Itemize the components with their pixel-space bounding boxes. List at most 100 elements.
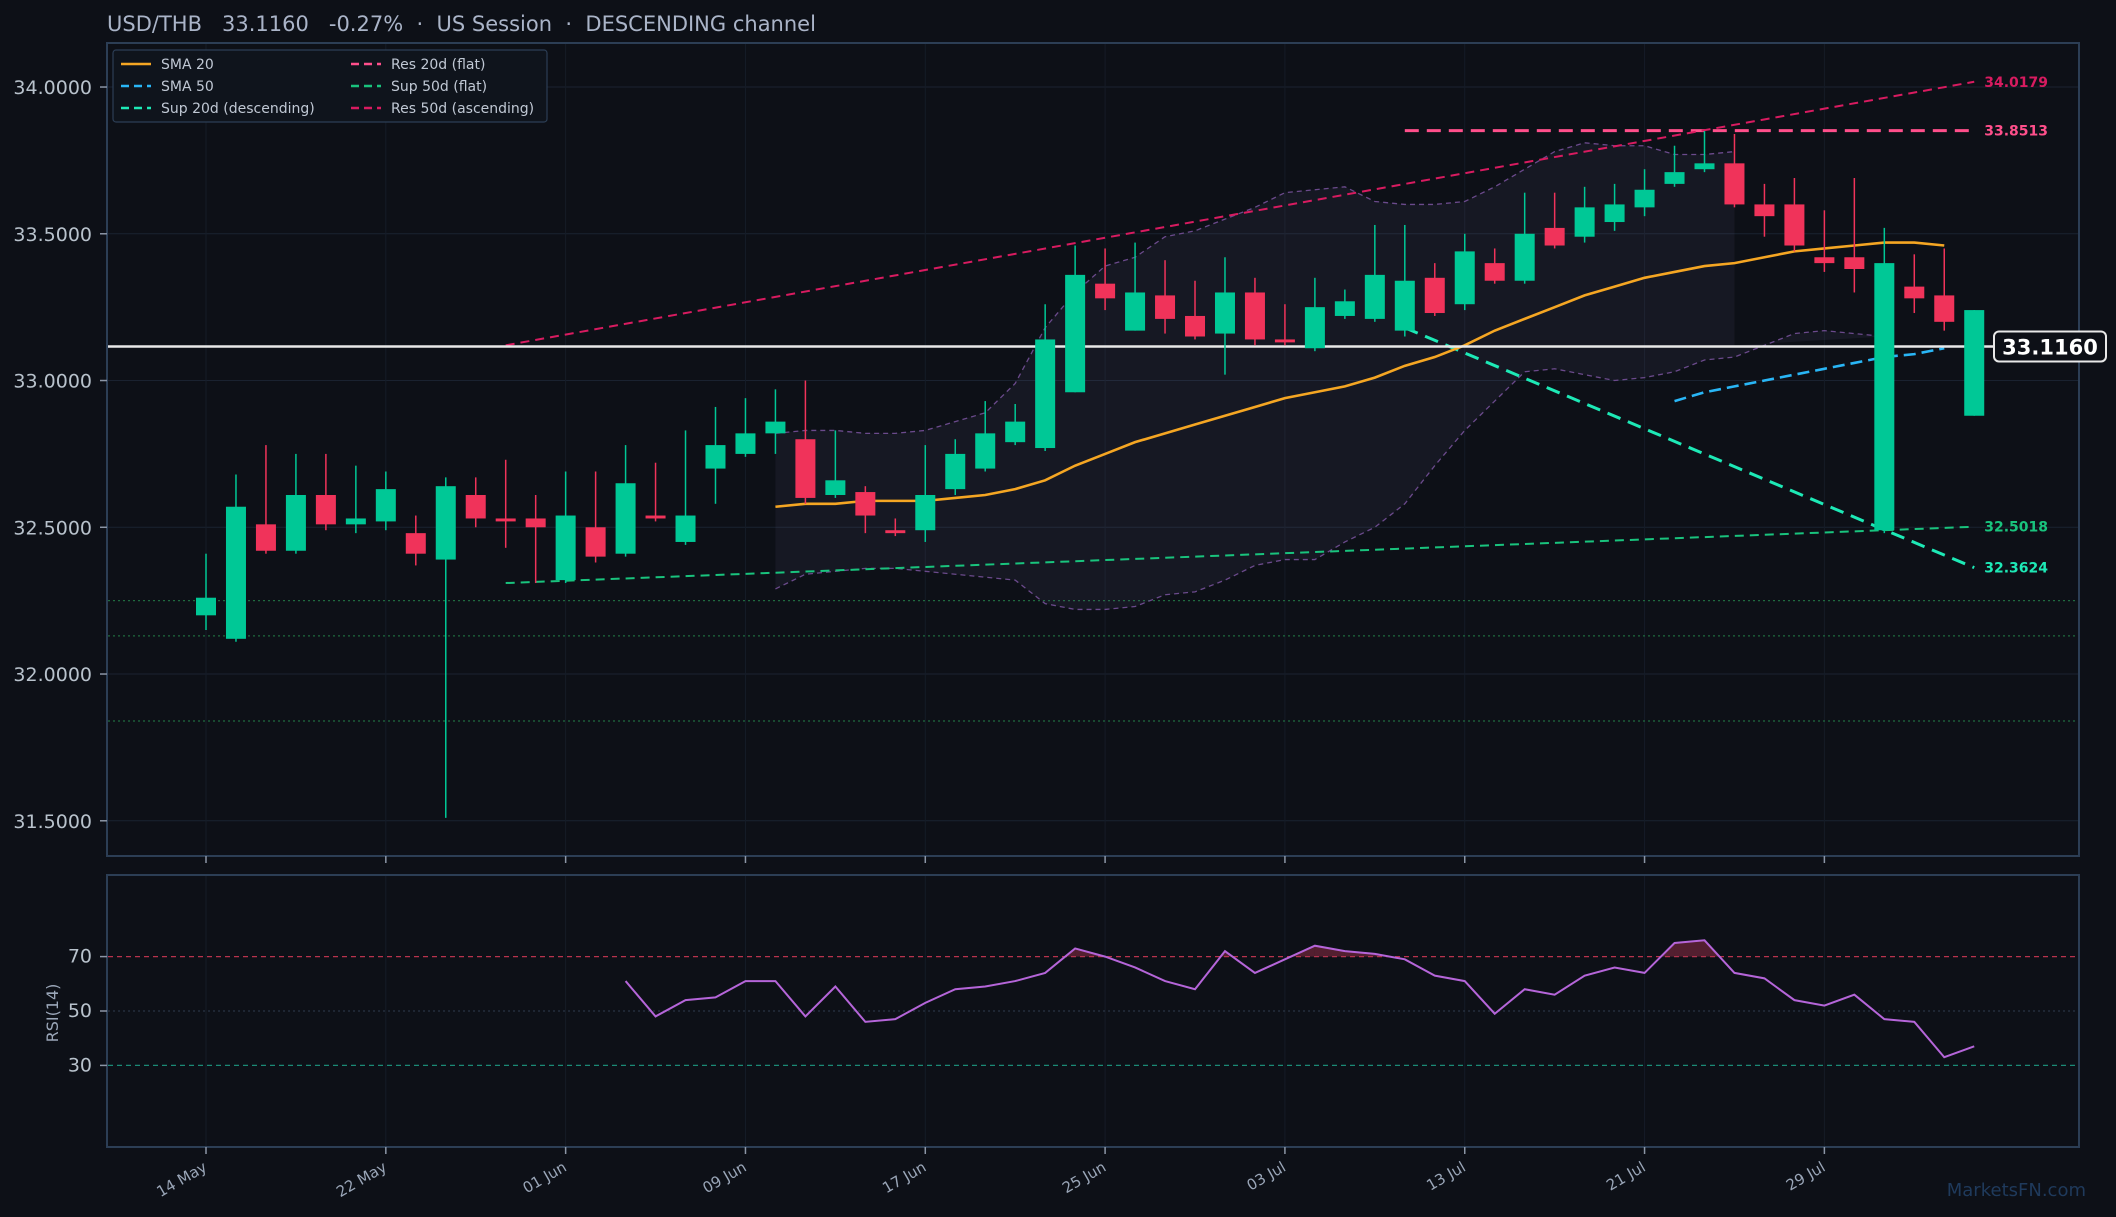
x-tick-label: 25 Jun bbox=[1059, 1158, 1109, 1197]
candle-body bbox=[1185, 315, 1206, 337]
candle-body bbox=[615, 483, 636, 554]
candle-body bbox=[825, 480, 846, 495]
candle-body bbox=[1634, 189, 1655, 208]
legend-label: Res 20d (flat) bbox=[391, 57, 485, 73]
trendline-value-label: 33.8513 bbox=[1984, 124, 2048, 140]
candle-body bbox=[1035, 339, 1056, 449]
candle-body bbox=[375, 489, 396, 522]
candle-body bbox=[735, 433, 756, 454]
x-tick-label: 09 Jun bbox=[699, 1158, 749, 1197]
candle-body bbox=[465, 494, 486, 519]
legend-label: SMA 50 bbox=[161, 79, 214, 95]
x-tick-label: 29 Jul bbox=[1783, 1158, 1828, 1195]
candle-body bbox=[645, 515, 666, 519]
rsi-plot bbox=[108, 939, 2078, 1067]
x-tick-label: 22 May bbox=[333, 1158, 390, 1201]
candle-body bbox=[795, 439, 816, 498]
candle-body bbox=[1574, 207, 1595, 237]
candle-body bbox=[1904, 286, 1925, 299]
sma20-line bbox=[775, 241, 1945, 509]
candle-body bbox=[1964, 310, 1985, 416]
x-tick-label: 14 May bbox=[153, 1158, 210, 1201]
rsi-overbought-fill bbox=[1314, 945, 1345, 957]
candle-body bbox=[975, 433, 996, 469]
bollinger-lower-line bbox=[775, 329, 1885, 611]
x-tick-label: 21 Jul bbox=[1603, 1158, 1648, 1195]
candle-body bbox=[555, 515, 576, 581]
candle-body bbox=[1814, 257, 1835, 264]
candle-body bbox=[196, 597, 216, 616]
candle-body bbox=[945, 453, 966, 490]
candle-body bbox=[1005, 421, 1026, 443]
rsi-axis-label: RSI(14) bbox=[43, 984, 62, 1043]
candle-body bbox=[1934, 295, 1955, 322]
candle-body bbox=[1724, 163, 1745, 205]
bollinger-fill bbox=[775, 142, 1885, 610]
x-tick-label: 13 Jul bbox=[1423, 1158, 1468, 1195]
trendline-value-label: 32.5018 bbox=[1984, 520, 2048, 536]
candle-body bbox=[1694, 163, 1715, 170]
trendline-value-label: 34.0179 bbox=[1984, 75, 2048, 91]
x-tick-label: 03 Jul bbox=[1244, 1158, 1289, 1195]
candle-body bbox=[1274, 339, 1295, 343]
candle-body bbox=[885, 530, 906, 534]
y-tick-label: 34.0000 bbox=[13, 77, 92, 99]
trendline bbox=[505, 525, 1975, 585]
candle-body bbox=[1514, 233, 1535, 281]
rsi-y-tick-label: 70 bbox=[68, 946, 92, 968]
rsi-y-tick-label: 50 bbox=[68, 1000, 92, 1022]
rsi-line bbox=[624, 939, 1975, 1059]
bollinger-bands bbox=[775, 142, 1885, 611]
y-tick-label: 31.5000 bbox=[13, 811, 92, 833]
rsi-overbought-fill bbox=[1674, 940, 1705, 957]
candle-body bbox=[1604, 204, 1625, 223]
candles bbox=[196, 131, 1985, 818]
candle-body bbox=[1844, 257, 1865, 269]
level-labels: 33.8513 32.3624 34.0179 32.5018 33.1160 bbox=[1984, 75, 2107, 577]
candle-body bbox=[675, 515, 696, 542]
candle-body bbox=[1544, 227, 1565, 246]
watermark: MarketsFN.com bbox=[1947, 1180, 2086, 1201]
candle-body bbox=[1484, 263, 1505, 281]
trendline-value-label: 32.3624 bbox=[1984, 561, 2048, 577]
candle-body bbox=[915, 494, 936, 531]
current-price-label: 33.1160 bbox=[2002, 335, 2098, 359]
candle-body bbox=[1364, 274, 1385, 319]
trendline bbox=[505, 80, 1975, 347]
candle-body bbox=[495, 518, 516, 522]
candle-body bbox=[1244, 292, 1265, 340]
candle-body bbox=[1065, 274, 1086, 393]
candle-body bbox=[1095, 283, 1116, 299]
candle-body bbox=[225, 506, 246, 639]
candle-body bbox=[1664, 172, 1685, 184]
y-tick-label: 33.5000 bbox=[13, 224, 92, 246]
legend: SMA 20 SMA 50 Sup 20d (descending) Res 20d … bbox=[112, 49, 548, 123]
candle-body bbox=[525, 518, 546, 528]
candle-body bbox=[1125, 292, 1146, 331]
candle-body bbox=[255, 524, 276, 551]
candle-body bbox=[405, 533, 426, 554]
candle-body bbox=[1394, 280, 1415, 331]
candle-body bbox=[1155, 295, 1176, 319]
legend-label: Res 50d (ascending) bbox=[391, 101, 534, 117]
candle-body bbox=[585, 527, 606, 557]
legend-label: SMA 20 bbox=[161, 57, 214, 73]
candle-body bbox=[705, 445, 726, 469]
x-tick-label: 17 Jun bbox=[879, 1158, 929, 1197]
candle-body bbox=[1754, 204, 1775, 217]
candle-body bbox=[1874, 263, 1895, 531]
legend-label: Sup 20d (descending) bbox=[161, 101, 315, 117]
legend-box bbox=[112, 49, 548, 123]
candle-body bbox=[1214, 292, 1235, 334]
candle-body bbox=[1334, 301, 1355, 316]
candle-body bbox=[315, 494, 336, 525]
candle-body bbox=[285, 494, 306, 551]
candle-body bbox=[345, 518, 366, 525]
x-tick-label: 01 Jun bbox=[520, 1158, 570, 1197]
y-tick-label: 33.0000 bbox=[13, 371, 92, 393]
current-price-box bbox=[1993, 330, 2107, 363]
candle-body bbox=[1304, 307, 1325, 349]
legend-label: Sup 50d (flat) bbox=[391, 79, 487, 95]
chart-title: USD/THB 33.1160 -0.27% · US Session · DE… bbox=[107, 12, 816, 36]
